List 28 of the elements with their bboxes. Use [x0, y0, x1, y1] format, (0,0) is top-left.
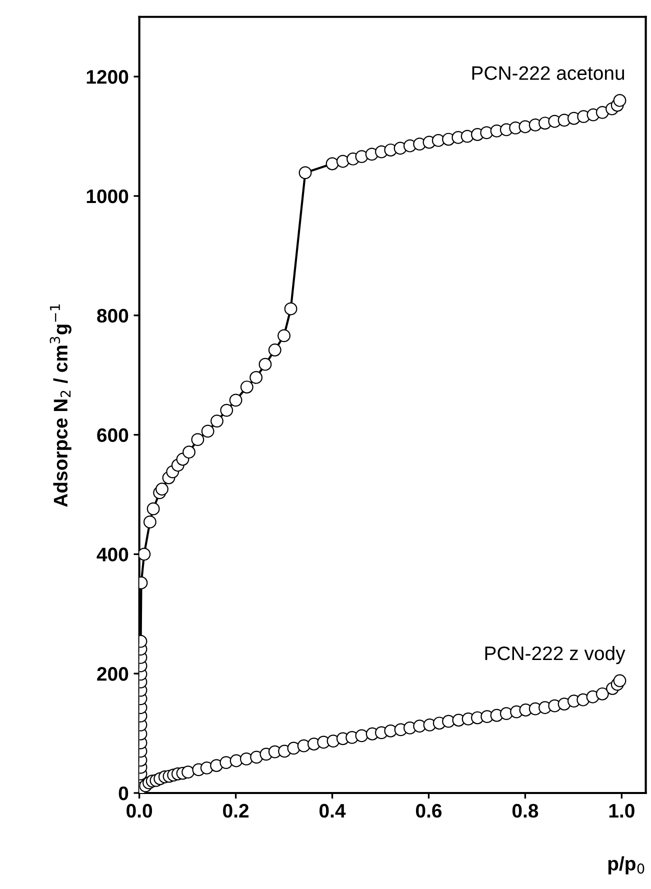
x-tick-label: 0.2	[223, 804, 249, 818]
x-tick-label: 0.4	[320, 804, 346, 818]
point	[384, 724, 398, 738]
point	[287, 742, 300, 755]
point	[220, 756, 233, 769]
y-tick-label: 1200	[86, 70, 128, 84]
point	[500, 707, 513, 720]
point	[613, 674, 626, 688]
point	[596, 687, 609, 700]
y-tick-label: 1000	[86, 189, 128, 204]
point	[182, 766, 194, 779]
y-tick-label: 0	[118, 786, 128, 800]
series-label: PCN-222 z vody	[485, 646, 626, 664]
y-tick-label: 400	[96, 548, 128, 562]
point	[210, 759, 223, 772]
x-axis-title: p/p$_{0}$	[608, 856, 644, 874]
y-tick-label: 200	[97, 667, 128, 681]
y-tick-label: 800	[97, 308, 128, 323]
y-tick-label: 600	[97, 428, 128, 442]
point	[240, 752, 253, 766]
x-tick-label: 1.0	[609, 804, 634, 818]
x-tick-label: 0.0	[126, 804, 152, 818]
x-tick-label: 0.8	[512, 804, 538, 818]
x-tick-label: 0.6	[416, 804, 442, 818]
point	[413, 720, 426, 733]
point	[355, 729, 368, 742]
y-axis-title: Adsorpce N$_{2}$ / cm$^{3}$g$^{−1}$	[50, 304, 72, 507]
series-label: PCN-222 acetonu	[472, 66, 624, 80]
